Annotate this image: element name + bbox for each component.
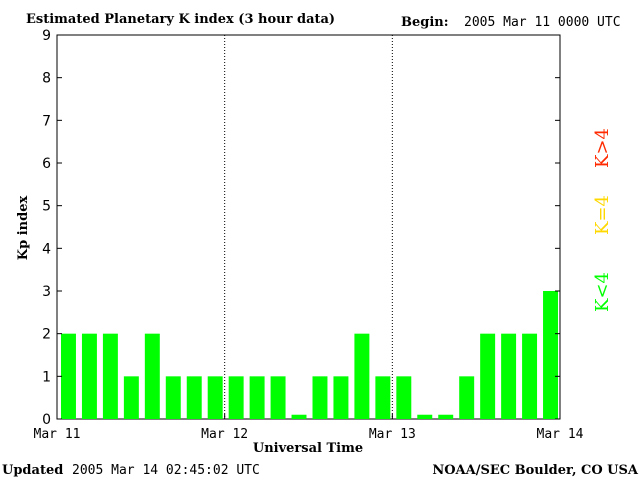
y-tick-label: 7 xyxy=(42,113,51,129)
legend-k-eq-4: K=4 xyxy=(592,195,613,235)
kp-bar xyxy=(459,376,475,419)
kp-bar xyxy=(396,376,412,419)
plot-frame xyxy=(56,34,561,420)
y-axis-label: Kp index xyxy=(16,196,31,261)
begin-label: Begin: xyxy=(401,15,449,30)
legend-k-gt-4: K>4 xyxy=(592,128,613,168)
kp-bar xyxy=(81,333,97,419)
updated-value: 2005 Mar 14 02:45:02 UTC xyxy=(72,463,260,478)
y-tick-label: 8 xyxy=(42,71,51,87)
kp-bar xyxy=(270,376,286,419)
kp-bar xyxy=(333,376,349,419)
kp-bar xyxy=(291,414,307,419)
legend-k-lt-4: K<4 xyxy=(592,272,613,312)
kp-bar xyxy=(438,414,454,419)
kp-bar xyxy=(312,376,328,419)
kp-bar xyxy=(61,333,76,419)
source-credit: NOAA/SEC Boulder, CO USA xyxy=(432,463,639,478)
y-tick-label: 1 xyxy=(42,369,51,385)
y-tick-label: 5 xyxy=(42,199,51,215)
kp-bar xyxy=(501,333,517,419)
kp-bar xyxy=(543,291,558,419)
y-tick-label: 3 xyxy=(42,284,51,300)
kp-bar xyxy=(165,376,181,419)
x-tick-label: Mar 11 xyxy=(34,427,81,442)
y-tick-label: 9 xyxy=(42,28,51,44)
x-axis-label: Universal Time xyxy=(253,441,363,456)
kp-bar xyxy=(186,376,202,419)
plot-area: 0 1 2 3 4 5 6 7 8 9 Mar 11 Mar 12 Mar 13 Mar 14 xyxy=(34,28,584,442)
kp-bar xyxy=(417,414,433,419)
kp-bar xyxy=(480,333,496,419)
kp-bar xyxy=(123,376,139,419)
updated-label: Updated xyxy=(2,463,63,478)
y-tick-label: 2 xyxy=(42,327,51,343)
begin-value: 2005 Mar 11 0000 UTC xyxy=(464,15,621,30)
x-tick-label: Mar 12 xyxy=(201,427,248,442)
y-tick-label: 0 xyxy=(42,412,51,428)
y-tick-label: 6 xyxy=(42,156,51,172)
kp-bar xyxy=(522,333,538,419)
x-tick-label: Mar 14 xyxy=(537,427,584,442)
kp-bar xyxy=(102,333,118,419)
kp-bar xyxy=(249,376,265,419)
x-tick-label: Mar 13 xyxy=(369,427,416,442)
kp-bar xyxy=(207,376,223,419)
chart-title: Estimated Planetary K index (3 hour data… xyxy=(26,12,335,27)
kp-bar xyxy=(228,376,244,419)
kp-bar xyxy=(144,333,160,419)
kp-bar xyxy=(375,376,391,419)
kp-bar xyxy=(354,333,370,419)
y-tick-label: 4 xyxy=(42,241,51,257)
